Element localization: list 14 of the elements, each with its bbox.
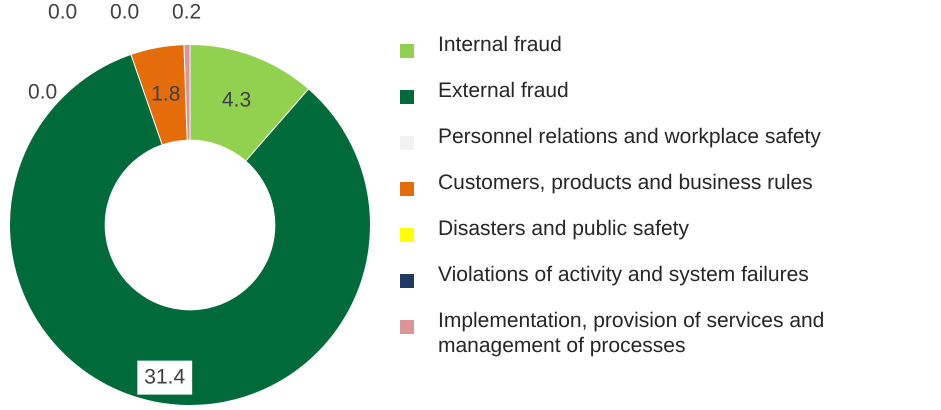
legend-label: Implementation, provision of services and management of processes [438,308,826,358]
data-label: 31.4 [144,365,186,388]
text: 0.0 [28,80,58,104]
data-label: 0.2 [172,0,202,24]
data-label: 4.3 [222,88,252,112]
legend-label: External fraud [438,78,569,103]
legend-label: Violations of activity and system failures [438,262,809,287]
legend-label: Personnel relations and workplace safety [438,124,821,149]
text: 0.0 [48,0,78,24]
legend-label: Internal fraud [438,32,562,57]
legend-label: Customers, products and business rules [438,170,813,195]
legend-label: Disasters and public safety [438,216,689,241]
text: 0.0 [110,0,140,24]
data-label: 1.8 [151,82,180,106]
